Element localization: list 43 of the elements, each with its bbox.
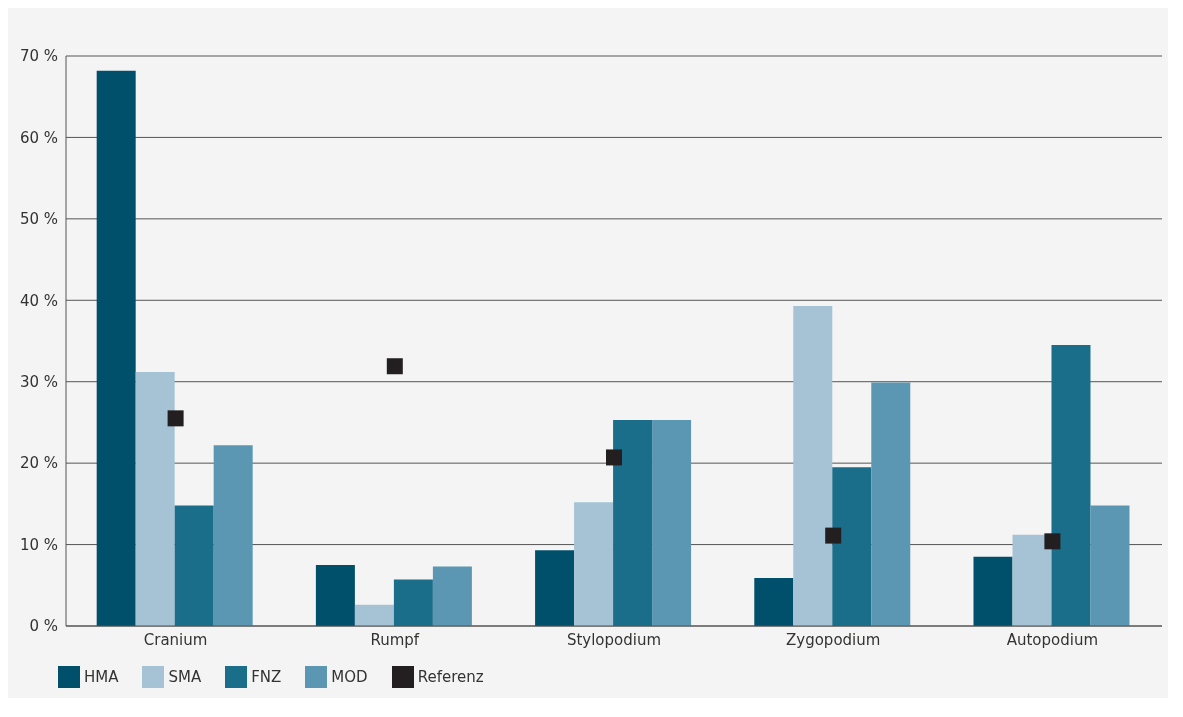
x-tick-label: Rumpf xyxy=(370,630,420,649)
bar xyxy=(315,564,355,626)
point xyxy=(1044,533,1061,550)
bar xyxy=(393,579,433,626)
point xyxy=(606,449,622,466)
bar xyxy=(213,445,253,626)
bar xyxy=(535,550,575,626)
legend-label: Referenz xyxy=(417,667,484,686)
legend-label: SMA xyxy=(168,667,202,686)
y-tick-label: 10 % xyxy=(19,535,58,554)
legend-label: FNZ xyxy=(251,667,282,686)
bar xyxy=(1012,534,1052,626)
bar xyxy=(432,566,472,626)
y-tick-label: 60 % xyxy=(19,128,58,147)
bar xyxy=(832,467,872,626)
bar xyxy=(574,502,614,626)
bar xyxy=(174,505,214,626)
y-tick-label: 40 % xyxy=(19,291,58,310)
bar xyxy=(1051,345,1091,626)
point xyxy=(386,358,403,375)
y-tick-label: 0 % xyxy=(29,617,58,636)
bar xyxy=(135,371,175,626)
point xyxy=(825,527,842,544)
bar xyxy=(973,556,1013,626)
y-tick-label: 70 % xyxy=(19,47,58,66)
legend-label: HMA xyxy=(84,667,119,686)
bar xyxy=(1090,505,1130,626)
x-tick-label: Autopodium xyxy=(1006,630,1099,649)
point xyxy=(167,410,184,427)
y-tick-label: 20 % xyxy=(19,454,58,473)
bar xyxy=(871,382,911,626)
legend-label: MOD xyxy=(331,667,368,686)
y-tick-label: 30 % xyxy=(19,373,58,392)
bar xyxy=(652,419,692,626)
y-tick-label: 50 % xyxy=(19,210,58,229)
x-tick-label: Stylopodium xyxy=(566,630,662,649)
bar xyxy=(613,419,653,626)
x-tick-label: Cranium xyxy=(143,630,208,649)
bar xyxy=(354,604,394,626)
bar xyxy=(96,70,136,626)
bar xyxy=(754,577,794,626)
x-tick-label: Zygopodium xyxy=(786,630,881,649)
bar xyxy=(793,305,833,626)
